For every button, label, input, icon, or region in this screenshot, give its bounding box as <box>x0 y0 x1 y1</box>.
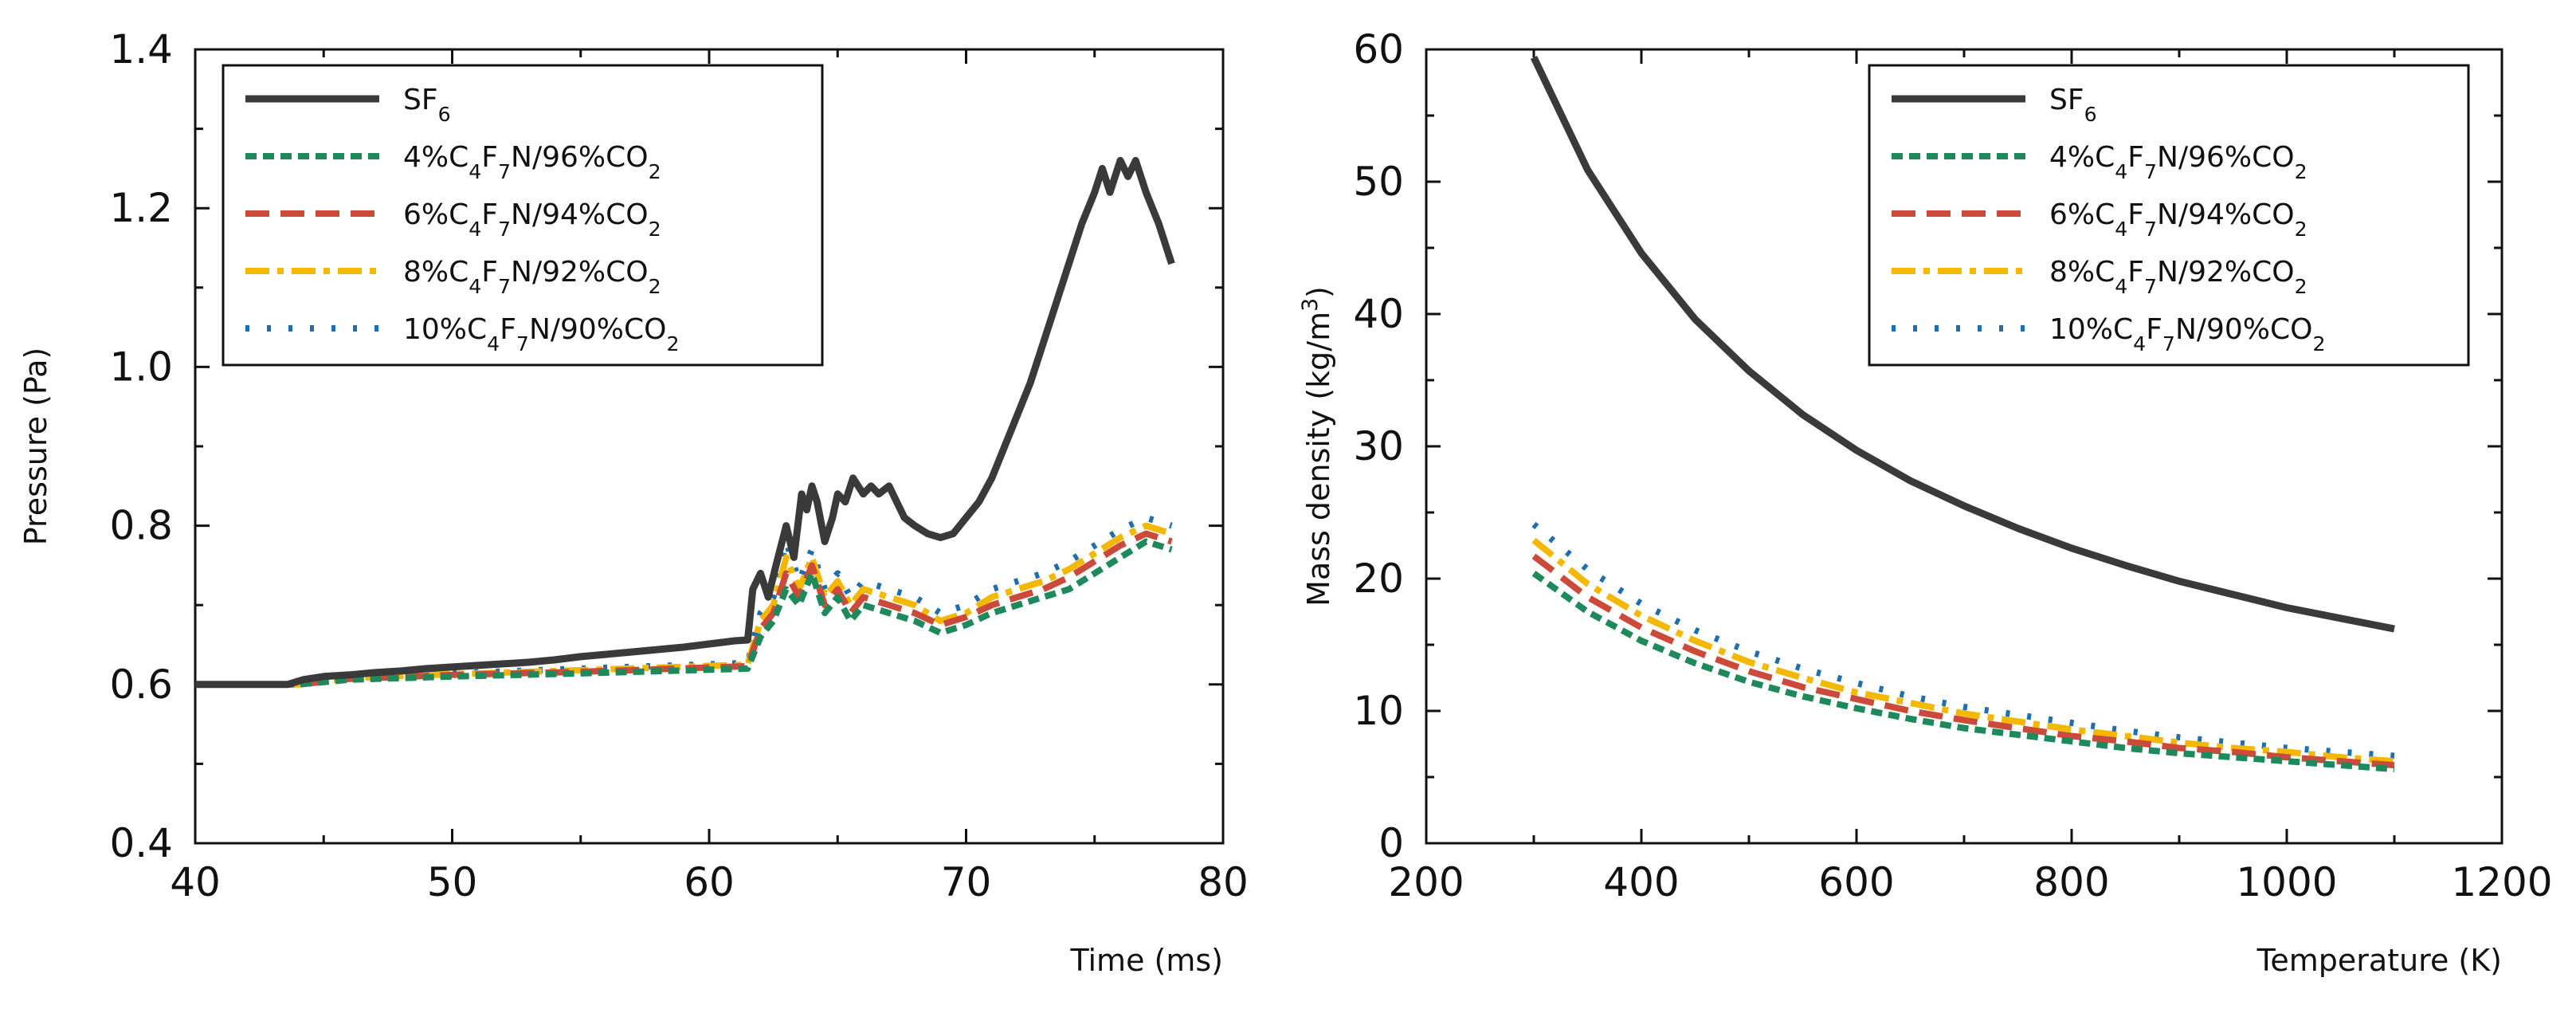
y-axis-title: Pressure (Pa) <box>18 347 53 545</box>
series-line-2 <box>195 538 1173 688</box>
y-tick-label: 0.4 <box>109 820 173 866</box>
x-tick-label: 1200 <box>2451 859 2552 905</box>
legend-label-2: 4%C4F7N/96%CO2 <box>2049 141 2307 183</box>
legend-label-2: 4%C4F7N/96%CO2 <box>403 141 661 183</box>
y-tick-label: 1.0 <box>109 344 173 390</box>
chart-1: 40 50 60 70 80 0.4 0.6 0.8 1.0 1.2 1.4 Time (ms) Pre… <box>18 26 1249 978</box>
legend-label-1: SF6 <box>403 84 451 126</box>
legend-label-4: 8%C4F7N/92%CO2 <box>2049 256 2307 298</box>
x-tick-label: 40 <box>170 859 221 905</box>
y-tick-label: 50 <box>1353 159 1404 205</box>
series-line-1 <box>1530 56 2395 633</box>
y-tick-label: 1.2 <box>109 185 173 231</box>
legend: SF6 4%C4F7N/96%CO2 6%C4F7N/94%CO2 8%C4F7N/9… <box>1868 64 2470 367</box>
x-tick-label: 200 <box>1388 859 1464 905</box>
series-line-4 <box>195 522 1173 688</box>
series-line-3 <box>195 530 1173 688</box>
y-tick-label: 0.8 <box>109 503 173 549</box>
y-axis-title: Mass density (kg/m3) <box>1298 286 1337 607</box>
y-tick-label: 0 <box>1378 820 1404 866</box>
x-tick-label: 800 <box>2033 859 2109 905</box>
legend-label-5: 10%C4F7N/90%CO2 <box>403 313 680 355</box>
series-line-2 <box>1531 571 2395 772</box>
x-tick-label: 80 <box>1198 859 1249 905</box>
y-tick-label: 20 <box>1353 556 1404 602</box>
legend-label-5: 10%C4F7N/90%CO2 <box>2049 313 2326 355</box>
series-line-1 <box>195 156 1175 689</box>
x-axis-title: Temperature (K) <box>2256 943 2502 978</box>
y-tick-label: 10 <box>1353 688 1404 734</box>
x-tick-label: 400 <box>1603 859 1679 905</box>
x-tick-label: 1000 <box>2236 859 2337 905</box>
legend: SF6 4%C4F7N/96%CO2 6%C4F7N/94%CO2 8%C4F7N/9… <box>222 64 824 367</box>
x-tick-label: 50 <box>427 859 478 905</box>
chart-2: 200 400 600 800 1000 1200 0 10 20 30 40 50 60 Tempera… <box>1298 26 2553 978</box>
x-tick-label: 60 <box>684 859 735 905</box>
series-line-4 <box>1531 537 2395 765</box>
y-tick-label: 40 <box>1353 291 1404 337</box>
y-tick-label: 30 <box>1353 423 1404 469</box>
y-tick-label: 60 <box>1353 26 1404 73</box>
x-tick-label: 600 <box>1818 859 1894 905</box>
series-line-5 <box>1531 521 2395 760</box>
legend-label-4: 8%C4F7N/92%CO2 <box>403 256 661 298</box>
y-tick-label: 0.6 <box>109 662 173 708</box>
series-line-3 <box>1531 553 2395 769</box>
legend-label-3: 6%C4F7N/94%CO2 <box>2049 198 2307 241</box>
x-tick-label: 70 <box>941 859 992 905</box>
x-axis-title: Time (ms) <box>1069 943 1223 978</box>
y-tick-label: 1.4 <box>109 26 173 73</box>
series-line-5 <box>195 514 1173 688</box>
legend-label-1: SF6 <box>2049 84 2097 126</box>
legend-label-3: 6%C4F7N/94%CO2 <box>403 198 661 241</box>
